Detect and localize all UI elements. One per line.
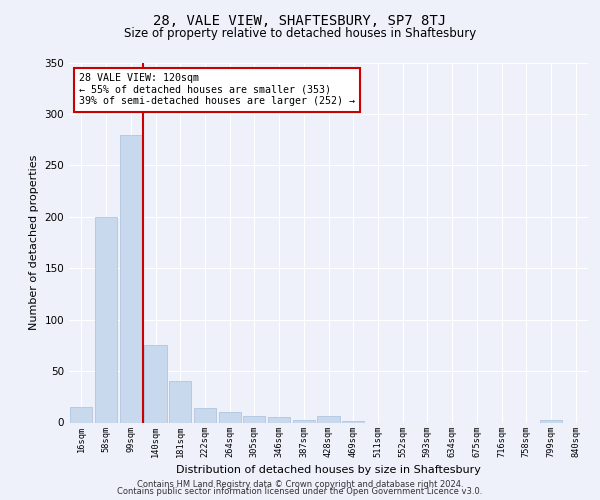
Bar	[243, 416, 265, 422]
Text: Contains HM Land Registry data © Crown copyright and database right 2024.: Contains HM Land Registry data © Crown c…	[137, 480, 463, 489]
Bar	[70, 407, 92, 422]
Text: 28, VALE VIEW, SHAFTESBURY, SP7 8TJ: 28, VALE VIEW, SHAFTESBURY, SP7 8TJ	[154, 14, 446, 28]
Text: Contains public sector information licensed under the Open Government Licence v3: Contains public sector information licen…	[118, 488, 482, 496]
Bar	[145, 346, 167, 422]
Bar	[218, 412, 241, 422]
Bar	[293, 420, 315, 422]
Text: 28 VALE VIEW: 120sqm
← 55% of detached houses are smaller (353)
39% of semi-deta: 28 VALE VIEW: 120sqm ← 55% of detached h…	[79, 74, 355, 106]
Bar	[540, 420, 562, 422]
Bar	[95, 217, 117, 422]
Bar	[317, 416, 340, 422]
Text: Size of property relative to detached houses in Shaftesbury: Size of property relative to detached ho…	[124, 28, 476, 40]
Bar	[194, 408, 216, 422]
Bar	[169, 382, 191, 422]
Y-axis label: Number of detached properties: Number of detached properties	[29, 155, 39, 330]
X-axis label: Distribution of detached houses by size in Shaftesbury: Distribution of detached houses by size …	[176, 465, 481, 475]
Bar	[119, 134, 142, 422]
Bar	[268, 418, 290, 422]
